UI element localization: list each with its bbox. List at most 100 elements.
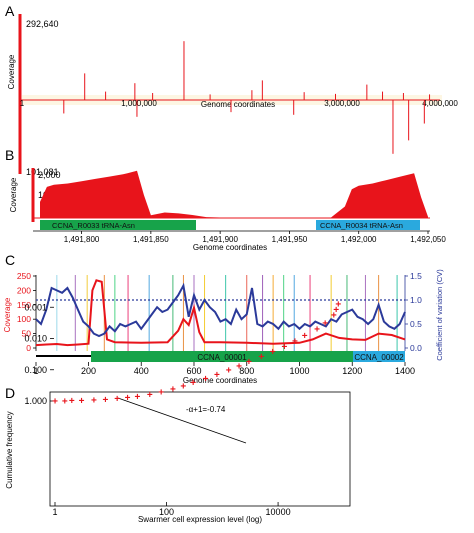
panel-c-event-lines [56, 275, 398, 351]
panel-d-point-14: + [203, 374, 209, 385]
panel-d-point-4: + [91, 396, 97, 407]
panel-d-point-0: + [52, 397, 58, 408]
panel-d-point-6: + [114, 394, 120, 405]
panel-c-ylabel-right: Coefficient of variation (CV) [435, 269, 444, 361]
panel-d-ytick-label-2: 0.010 [24, 334, 47, 344]
panel-c-gene-00001 [91, 351, 353, 362]
panel-c-gene-00002 [353, 351, 405, 362]
panel-a-xtick-0: 1 [20, 99, 25, 108]
panel-c-cv-line [35, 282, 406, 338]
panel-d-point-8: + [134, 392, 140, 403]
panel-d-point-13: + [190, 378, 196, 389]
panel-b-gene-label-1: CCNA_R0034 tRNA-Asn [320, 221, 403, 230]
panel-b-letter: B [5, 147, 14, 163]
panel-d-letter: D [5, 385, 15, 401]
panel-a: A 292,640 101,081 Coverage 1 1,000,000 3… [5, 3, 458, 177]
panel-b-ylabel: Coverage [9, 177, 18, 212]
panel-b-xtick-label-4: 1,492,000 [341, 235, 377, 244]
panel-c-ytick-left-label-0: 0 [26, 343, 31, 353]
panel-c-ytick-left-label-1: 50 [22, 329, 32, 339]
panel-c-gene-label-1: CCNA_00002 [354, 353, 404, 362]
panel-a-ytop-label: 292,640 [26, 19, 59, 29]
panel-c-xtick-label-1: 200 [81, 366, 96, 376]
panel-d-ytick-label-0: 1.000 [24, 396, 47, 406]
panel-a-xtick-3: 4,000,000 [422, 99, 458, 108]
panel-a-peaks [63, 41, 431, 154]
panel-d-point-22: + [292, 336, 298, 347]
panel-d-point-19: + [258, 352, 264, 363]
panel-d-point-5: + [102, 395, 108, 406]
panel-b-xlabel: Genome coordinates [193, 243, 267, 252]
panel-d-ylabel: Cumulative frequency [5, 411, 14, 488]
panel-d-xtick-label-0: 1 [52, 507, 57, 517]
panel-d-fit-line [117, 397, 247, 444]
panel-c-xticks: 1 200 400 600 800 1000 1200 1400 [33, 362, 415, 376]
panel-c-ytick-right-label-3: 1.5 [410, 271, 422, 281]
panel-c-yticks: 0 50 100 150 200 250 0.0 0.5 1.0 1.5 [17, 271, 422, 353]
panel-c-ytick-right-label-2: 1.0 [410, 295, 422, 305]
panel-d-point-11: + [170, 385, 176, 396]
panel-d-point-2: + [69, 396, 75, 407]
panel-c-ytick-right-label-1: 0.5 [410, 319, 422, 329]
panel-d-point-28: + [335, 300, 341, 311]
panel-d-point-15: + [214, 370, 220, 381]
panel-b-gene-r0034 [316, 220, 420, 230]
panel-c-ylabel-left: Coverage [3, 297, 12, 332]
panel-c-xtick-label-0: 1 [33, 366, 38, 376]
panel-d-point-25: + [322, 319, 328, 330]
panel-b-gene-r0033 [40, 220, 196, 230]
panel-d-ytick-label-1: 0.100 [24, 365, 47, 375]
panel-b-coverage-area [40, 170, 428, 218]
panel-d-xlabel: Swarmer cell expression level (log) [138, 515, 262, 524]
panel-c-ylabel-right-text: Coefficient of variation (CV) [435, 269, 444, 361]
panel-c-gene-label-0: CCNA_00001 [197, 353, 247, 362]
panel-d-point-10: + [158, 388, 164, 399]
panel-c-ytick-right-label-0: 0.0 [410, 343, 422, 353]
panel-c-ytick-left-label-4: 200 [17, 285, 31, 295]
panel-a-xlabel: Genome coordinates [201, 100, 275, 109]
panel-d-point-21: + [282, 342, 288, 353]
panel-d-point-18: + [246, 357, 252, 368]
panel-c-xtick-label-6: 1200 [342, 366, 362, 376]
panel-b-xtick-label-5: 1,492,050 [410, 235, 446, 244]
panel-d-points: + + + + + + + + + + + + + + + + + + + + + ++++++++ [52, 300, 341, 408]
panel-d-point-23: + [302, 331, 308, 342]
panel-d-point-16: + [226, 365, 232, 376]
panel-d-point-17: + [236, 361, 242, 372]
panel-d-point-1: + [62, 396, 68, 407]
panel-c-ytick-left-label-5: 250 [17, 271, 31, 281]
panel-d-ytick-label-3: 0.001 [24, 302, 47, 312]
panel-d-ticks: 1 100 10000 1.000 0.100 0.010 0.001 [24, 302, 290, 517]
panel-c-letter: C [5, 252, 15, 268]
panel-d-frame [49, 391, 351, 507]
panel-c-ytick-left-label-3: 150 [17, 300, 31, 310]
panel-a-letter: A [5, 3, 15, 19]
panel-b-xticks: 1,491,800 1,491,850 1,491,900 1,491,950 1,49… [64, 231, 446, 244]
panel-d-point-24: + [314, 325, 320, 336]
panel-a-xtick-1: 1,000,000 [121, 99, 157, 108]
panel-d-point-12: + [180, 381, 186, 392]
panel-d-xtick-label-1: 100 [159, 507, 174, 517]
panel-b-xtick-label-1: 1,491,850 [133, 235, 169, 244]
panel-b: B 2,000 1000 Coverage CCNA_R0033 tRNA-As… [5, 147, 446, 252]
panel-c-xtick-label-2: 400 [134, 366, 149, 376]
panel-b-xtick-label-0: 1,491,800 [64, 235, 100, 244]
panel-d-point-3: + [79, 396, 85, 407]
panel-d-xtick-label-2: 10000 [266, 507, 291, 517]
panel-b-xtick-label-3: 1,491,950 [272, 235, 308, 244]
panel-b-ytick-0: 2,000 [38, 170, 61, 180]
panel-c-xlabel: Genome coordinates [183, 376, 257, 385]
panel-d-point-26: + [331, 311, 337, 322]
panel-c-xtick-label-4: 800 [239, 366, 254, 376]
panel-d-point-27: + [333, 305, 339, 316]
panel-c-coverage-line [35, 279, 406, 347]
panel-c-xtick-label-5: 1000 [289, 366, 309, 376]
panel-d-point-9: + [147, 390, 153, 401]
panel-d-point-7: + [125, 393, 131, 404]
panel-a-ybottom-label: 101,081 [26, 167, 59, 177]
panel-a-ylabel: Coverage [7, 54, 16, 89]
panel-b-gene-label-0: CCNA_R0033 tRNA-Asn [52, 221, 135, 230]
